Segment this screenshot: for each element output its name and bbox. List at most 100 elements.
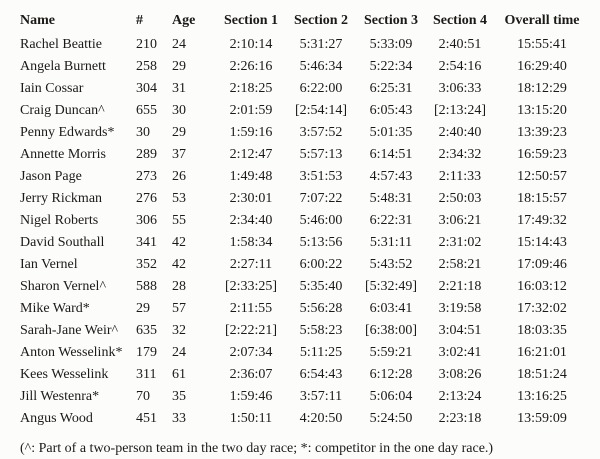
- cell-section2: 5:57:13: [299, 147, 343, 162]
- cell-age: 26: [172, 169, 186, 184]
- cell-section3: 6:22:31: [369, 213, 413, 228]
- cell-number: 276: [136, 191, 157, 206]
- cell-age: 42: [172, 257, 186, 272]
- cell-age: 28: [172, 279, 186, 294]
- col-header-overall-time: Overall time: [504, 13, 580, 28]
- cell-name: Craig Duncan^: [20, 103, 105, 118]
- results-table-body: Rachel Beattie 210 24 2:10:14 5:31:27 5:33:09…: [20, 34, 590, 430]
- cell-name: Angus Wood: [20, 411, 93, 426]
- cell-section2: 5:58:23: [299, 323, 343, 338]
- cell-overall-time: 17:49:32: [517, 213, 567, 228]
- cell-section4: 2:58:21: [438, 257, 482, 272]
- cell-number: 29: [136, 301, 150, 316]
- cell-section3: 5:33:09: [369, 37, 413, 52]
- col-header-section1: Section 1: [223, 13, 279, 28]
- race-results-table: Name # Age Section 1 Section 2 Section 3…: [20, 8, 590, 430]
- cell-section1: 1:50:11: [229, 411, 273, 426]
- cell-overall-time: 18:15:57: [517, 191, 567, 206]
- cell-name: Penny Edwards*: [20, 125, 115, 140]
- table-row: Annette Morris 289 37 2:12:47 5:57:13 6:14:51…: [20, 144, 590, 166]
- cell-section4: 3:06:21: [438, 213, 482, 228]
- cell-age: 57: [172, 301, 186, 316]
- table-row: Kees Wesselink 311 61 2:36:07 6:54:43 6:12:28…: [20, 364, 590, 386]
- cell-age: 32: [172, 323, 186, 338]
- table-row: David Southall 341 42 1:58:34 5:13:56 5:31:11…: [20, 232, 590, 254]
- table-row: Sharon Vernel^ 588 28 [2:33:25] 5:35:40 [5:32…: [20, 276, 590, 298]
- cell-section1: 2:34:40: [229, 213, 273, 228]
- cell-section4: [2:13:24]: [433, 103, 487, 118]
- cell-overall-time: 12:50:57: [517, 169, 567, 184]
- cell-section3: 5:01:35: [369, 125, 413, 140]
- cell-number: 451: [136, 411, 157, 426]
- cell-age: 30: [172, 103, 186, 118]
- cell-section1: 2:10:14: [229, 37, 273, 52]
- col-header-section4: Section 4: [432, 13, 488, 28]
- cell-age: 35: [172, 389, 186, 404]
- cell-overall-time: 17:32:02: [517, 301, 567, 316]
- cell-section3: 5:59:21: [369, 345, 413, 360]
- cell-section3: [6:38:00]: [364, 323, 418, 338]
- cell-section4: 2:54:16: [438, 59, 482, 74]
- cell-name: Jerry Rickman: [20, 191, 103, 206]
- cell-section1: 2:07:34: [229, 345, 273, 360]
- cell-section2: 5:35:40: [299, 279, 343, 294]
- cell-section1: 2:01:59: [229, 103, 273, 118]
- table-row: Nigel Roberts 306 55 2:34:40 5:46:00 6:22:31 3…: [20, 210, 590, 232]
- cell-age: 42: [172, 235, 186, 250]
- cell-overall-time: 16:59:23: [517, 147, 567, 162]
- cell-overall-time: 16:03:12: [517, 279, 567, 294]
- table-row: Craig Duncan^ 655 30 2:01:59 [2:54:14] 6:05:4…: [20, 100, 590, 122]
- cell-section3: [5:32:49]: [364, 279, 418, 294]
- table-row: Penny Edwards* 30 29 1:59:16 3:57:52 5:01:35 2…: [20, 122, 590, 144]
- cell-number: 588: [136, 279, 157, 294]
- cell-name: Jason Page: [20, 169, 82, 184]
- cell-age: 29: [172, 59, 186, 74]
- cell-section3: 4:57:43: [369, 169, 413, 184]
- cell-number: 273: [136, 169, 157, 184]
- cell-section2: 3:57:52: [299, 125, 343, 140]
- cell-section1: 2:18:25: [229, 81, 273, 96]
- cell-section3: 6:14:51: [369, 147, 413, 162]
- cell-number: 311: [136, 367, 157, 382]
- cell-number: 179: [136, 345, 157, 360]
- cell-overall-time: 16:21:01: [517, 345, 567, 360]
- cell-section2: [2:54:14]: [294, 103, 348, 118]
- cell-name: Mike Ward*: [20, 301, 90, 316]
- cell-name: Sarah-Jane Weir^: [20, 323, 119, 338]
- cell-overall-time: 16:29:40: [517, 59, 567, 74]
- cell-age: 55: [172, 213, 186, 228]
- cell-number: 304: [136, 81, 157, 96]
- cell-section2: 5:31:27: [299, 37, 343, 52]
- cell-name: Annette Morris: [20, 147, 106, 162]
- cell-section4: 2:40:40: [438, 125, 482, 140]
- cell-section4: 2:40:51: [438, 37, 482, 52]
- cell-age: 53: [172, 191, 186, 206]
- cell-number: 30: [136, 125, 150, 140]
- cell-section4: 3:04:51: [438, 323, 482, 338]
- cell-section4: 3:06:33: [438, 81, 482, 96]
- table-row: Angus Wood 451 33 1:50:11 4:20:50 5:24:50 2:23…: [20, 408, 590, 430]
- cell-section3: 5:31:11: [369, 235, 413, 250]
- col-header-section3: Section 3: [363, 13, 419, 28]
- header-row: Name # Age Section 1 Section 2 Section 3…: [20, 8, 590, 34]
- cell-name: Kees Wesselink: [20, 367, 109, 382]
- cell-section4: 3:02:41: [438, 345, 482, 360]
- cell-name: Anton Wesselink*: [20, 345, 123, 360]
- cell-name: Jill Westenra*: [20, 389, 100, 404]
- cell-section2: 6:00:22: [299, 257, 343, 272]
- cell-section1: 1:49:48: [229, 169, 273, 184]
- table-row: Jason Page 273 26 1:49:48 3:51:53 4:57:43 2:11…: [20, 166, 590, 188]
- cell-section1: 2:11:55: [229, 301, 273, 316]
- cell-section1: 2:12:47: [229, 147, 273, 162]
- cell-section2: 5:13:56: [299, 235, 343, 250]
- table-row: Iain Cossar 304 31 2:18:25 6:22:00 6:25:31 3:0…: [20, 78, 590, 100]
- table-row: Mike Ward* 29 57 2:11:55 5:56:28 6:03:41 3:19:…: [20, 298, 590, 320]
- footnote: (^: Part of a two-person team in the two…: [20, 441, 494, 456]
- cell-section1: 1:59:16: [229, 125, 273, 140]
- cell-age: 29: [172, 125, 186, 140]
- cell-number: 210: [136, 37, 157, 52]
- cell-age: 31: [172, 81, 186, 96]
- cell-section2: 3:51:53: [299, 169, 343, 184]
- cell-number: 341: [136, 235, 157, 250]
- cell-overall-time: 13:16:25: [517, 389, 567, 404]
